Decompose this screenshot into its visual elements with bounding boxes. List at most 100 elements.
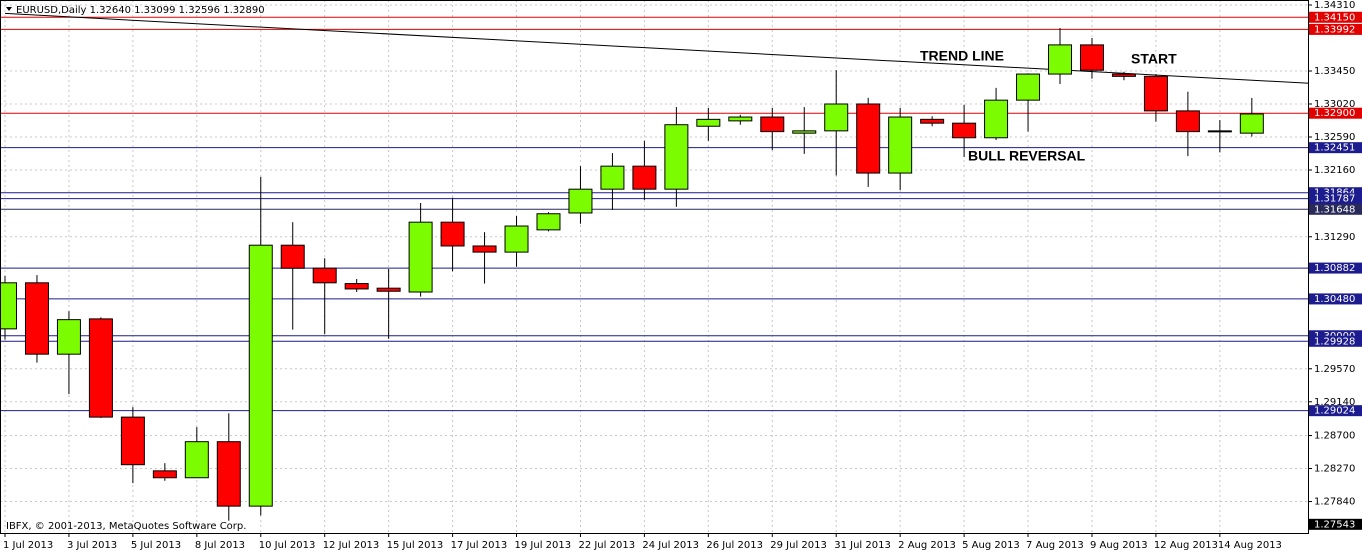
candle-body <box>1111 73 1136 77</box>
candle-body <box>888 116 913 174</box>
y-tick-label: 1.32590 <box>1314 132 1355 143</box>
level-label-box <box>1309 203 1362 215</box>
x-tick-label: 8 Jul 2013 <box>195 540 245 551</box>
x-tick-label: 26 Jul 2013 <box>706 540 763 551</box>
level-label: 1.34150 <box>1314 12 1355 23</box>
candle-body <box>760 116 785 133</box>
y-tick-label: 1.33020 <box>1314 99 1355 110</box>
y-tick-label: 1.27840 <box>1314 497 1355 508</box>
x-tick-label: 5 Aug 2013 <box>962 540 1020 551</box>
price-label: 1.27543 <box>1314 519 1355 530</box>
candle-body <box>24 282 49 355</box>
x-tick-label: 29 Jul 2013 <box>770 540 827 551</box>
candle-body <box>824 103 849 132</box>
y-tick-label: 1.28700 <box>1314 431 1355 442</box>
x-tick-label: 9 Aug 2013 <box>1090 540 1148 551</box>
x-tick-label: 31 Jul 2013 <box>834 540 891 551</box>
candle-body <box>440 221 465 247</box>
candle-body <box>504 225 529 253</box>
x-tick-label: 10 Jul 2013 <box>259 540 316 551</box>
y-tick-label: 1.33450 <box>1314 66 1355 77</box>
level-label-box <box>1309 405 1362 417</box>
candle-body <box>248 244 273 507</box>
overlay: 1.34310 1.33450 1.33020 1.32590 1.32160 1.312… <box>3 0 1362 551</box>
level-label-box <box>1309 23 1362 35</box>
candle-body <box>152 470 177 479</box>
y-tick-label: 1.29570 <box>1314 364 1355 375</box>
level-label-box <box>1309 107 1362 119</box>
price-label-box <box>1309 518 1362 530</box>
level-label: 1.33992 <box>1314 24 1355 35</box>
plot-frame <box>0 0 1309 534</box>
candle-body <box>472 245 497 253</box>
candles <box>0 28 1264 521</box>
level-label: 1.29928 <box>1314 336 1355 347</box>
candle-body <box>1175 110 1200 133</box>
candle-body <box>952 122 977 139</box>
level-label: 1.32900 <box>1314 108 1355 119</box>
candle-body <box>728 116 753 122</box>
candle-body <box>600 165 625 190</box>
level-label-box <box>1309 335 1362 347</box>
candle-body <box>88 318 113 418</box>
candle-body <box>1079 44 1104 71</box>
candle-body <box>120 416 145 466</box>
annotation: START <box>1131 51 1177 67</box>
level-label: 1.32451 <box>1314 143 1355 154</box>
footer: IBFX, © 2001-2013, MetaQuotes Software C… <box>6 521 246 532</box>
y-tick-label: 1.34310 <box>1314 0 1355 11</box>
x-tick-label: 14 Aug 2013 <box>1218 540 1282 551</box>
level-label: 1.29024 <box>1314 406 1355 417</box>
chart-title: EURUSD,Daily 1.32640 1.33099 1.32596 1.3… <box>16 5 265 16</box>
level-label-box <box>1309 193 1362 205</box>
level-label-box <box>1309 330 1362 342</box>
level-label: 1.31648 <box>1314 204 1355 215</box>
candle-body <box>632 165 657 190</box>
level-label-box <box>1309 11 1362 23</box>
x-tick-label: 1 Jul 2013 <box>3 540 53 551</box>
menu-icon <box>6 7 12 11</box>
candle-body <box>568 188 593 214</box>
level-label-box <box>1309 187 1362 199</box>
level-label: 1.30480 <box>1314 294 1355 305</box>
candle-body <box>536 213 561 231</box>
candle-body <box>0 282 17 330</box>
grid <box>0 0 1308 533</box>
level-label: 1.31787 <box>1314 194 1355 205</box>
x-tick-label: 3 Jul 2013 <box>67 540 117 551</box>
candle-body <box>664 124 689 190</box>
annotation: BULL REVERSAL <box>968 148 1086 164</box>
x-tick-label: 2 Aug 2013 <box>898 540 956 551</box>
candle-body <box>56 319 81 355</box>
candle-body <box>696 118 721 127</box>
y-tick-label: 1.28270 <box>1314 464 1355 475</box>
candle-body <box>984 99 1009 139</box>
y-tick-label: 1.29140 <box>1314 397 1355 408</box>
x-tick-label: 17 Jul 2013 <box>451 540 508 551</box>
level-label-box <box>1309 262 1362 274</box>
x-tick-label: 19 Jul 2013 <box>515 540 572 551</box>
candle-body <box>216 441 241 507</box>
candle-body <box>920 118 945 124</box>
candle-body <box>1016 73 1041 101</box>
candle-body <box>376 287 401 292</box>
candle-body <box>408 221 433 293</box>
candle-body <box>344 283 369 290</box>
x-tick-label: 12 Aug 2013 <box>1154 540 1218 551</box>
candle-body <box>312 267 337 284</box>
candle-body <box>856 103 881 174</box>
candle-body <box>1143 75 1168 112</box>
y-tick-label: 1.31290 <box>1314 232 1355 243</box>
candle-body <box>792 130 817 134</box>
y-tick-label: 1.32160 <box>1314 165 1355 176</box>
level-label-box <box>1309 142 1362 154</box>
x-tick-label: 7 Aug 2013 <box>1026 540 1084 551</box>
x-tick-label: 22 Jul 2013 <box>578 540 635 551</box>
candle-body <box>1207 130 1232 133</box>
level-label-box <box>1309 293 1362 305</box>
annotation: TREND LINE <box>920 48 1004 64</box>
x-tick-label: 5 Jul 2013 <box>131 540 181 551</box>
level-label: 1.30882 <box>1314 263 1355 274</box>
